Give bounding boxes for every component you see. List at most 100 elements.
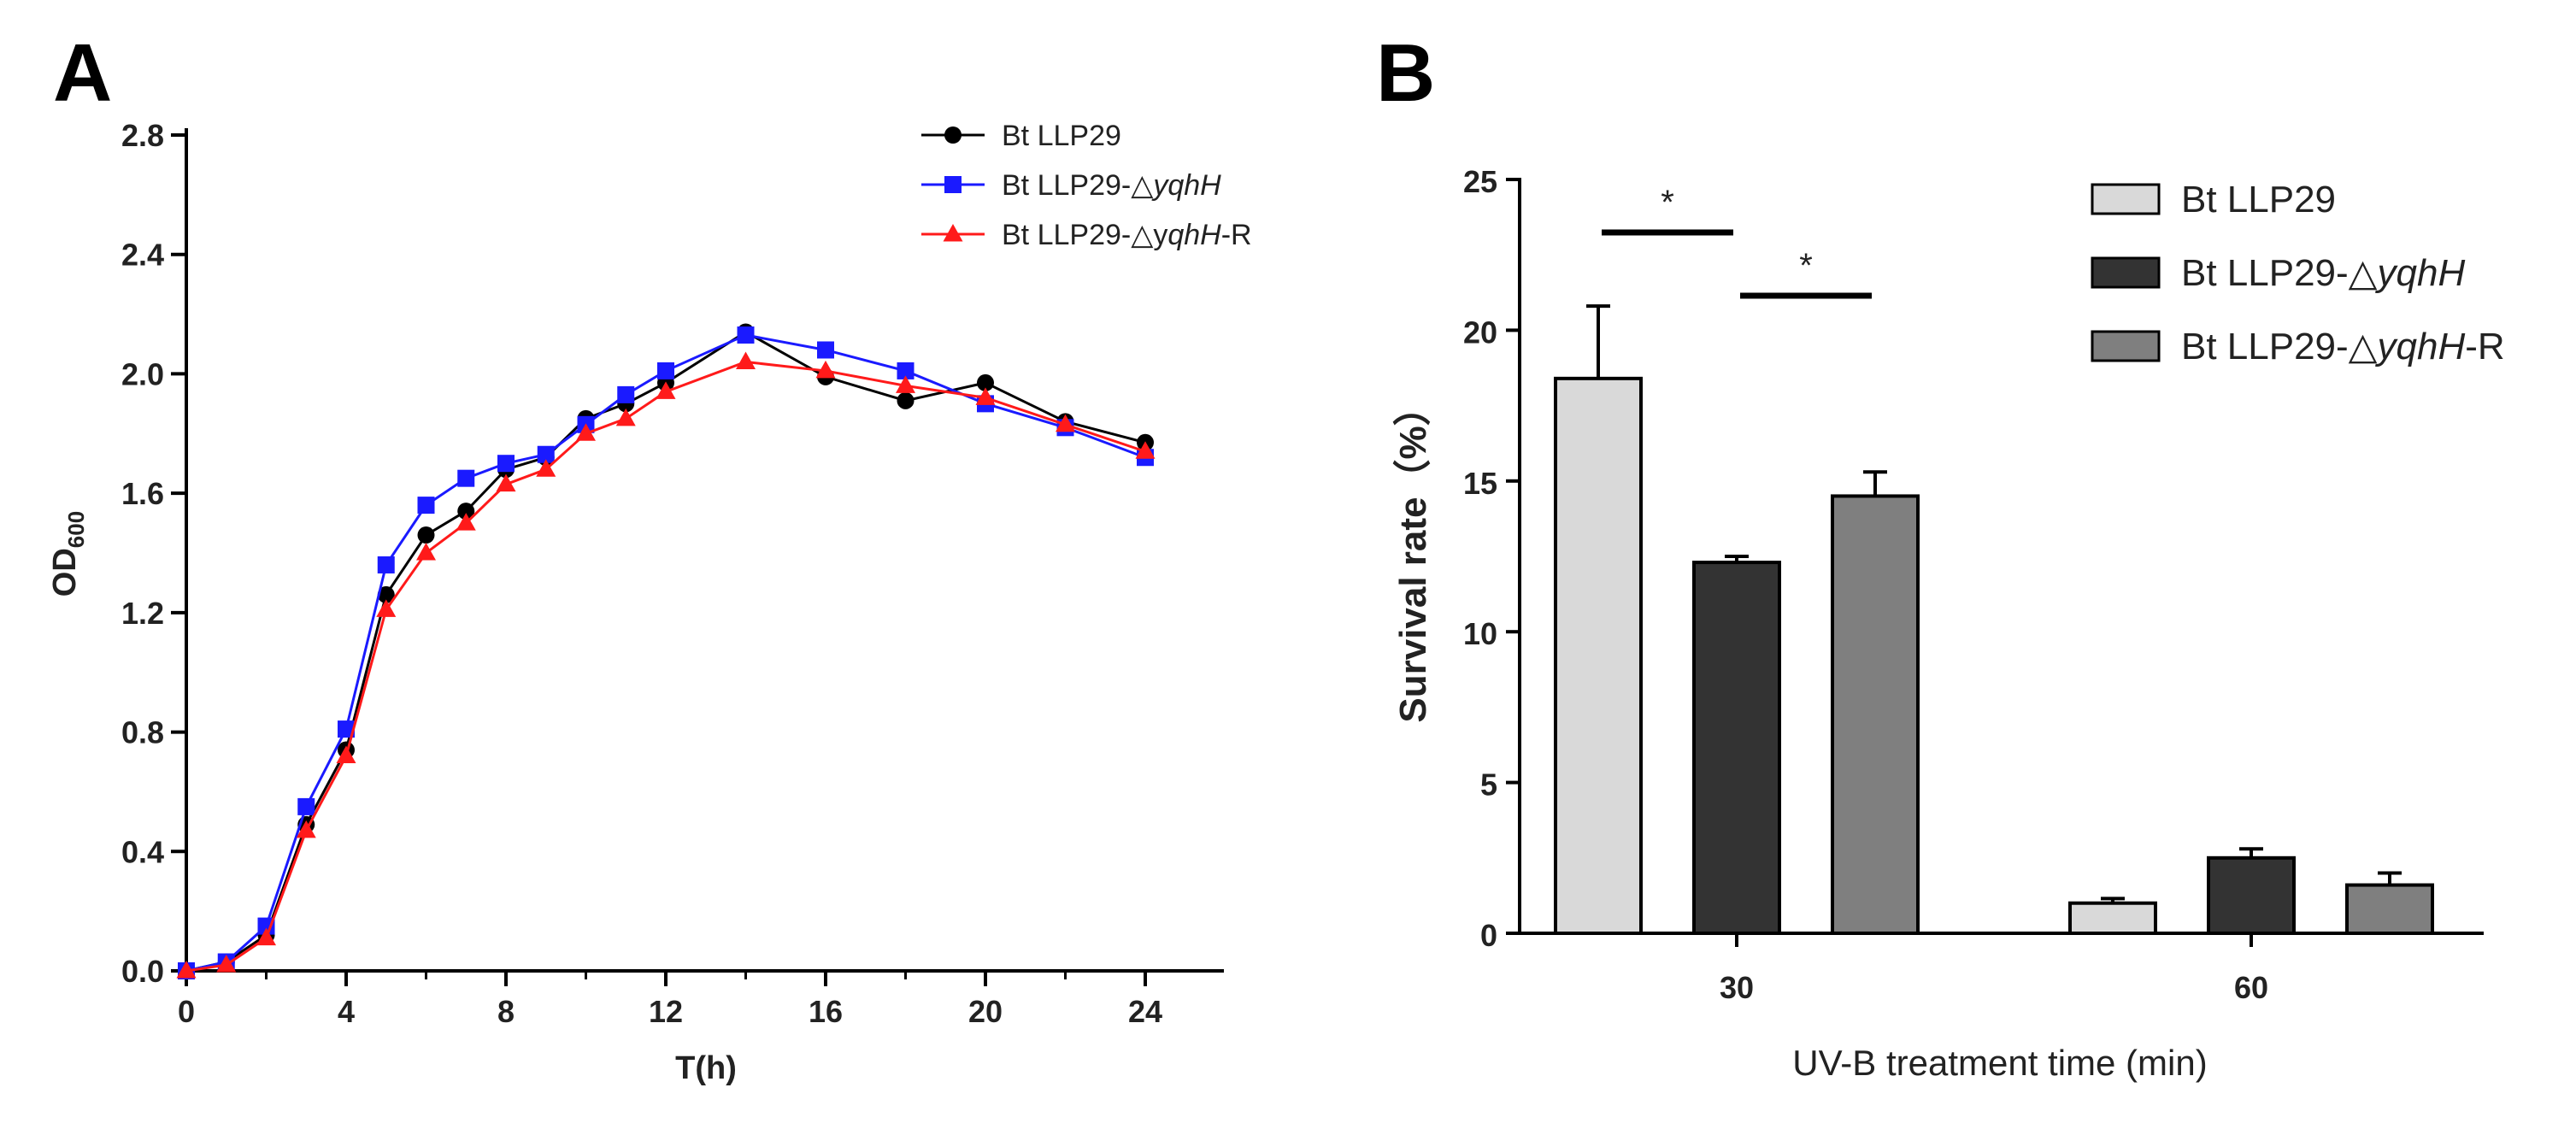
legend-label-bt-llp29-yqhh-part-0: Bt LLP29-△ xyxy=(1002,169,1154,202)
x-tick-label: 24 xyxy=(1128,994,1162,1029)
growth-curve-chart: 0.0 0.4 0.8 1.2 1.6 2.0 2.4 2.8 0 4 8 12 16 20 24 T(h) O… xyxy=(47,118,1252,1086)
legend-label-bt-llp29-yqhh-r: Bt LLP29-△yqhH-R xyxy=(2181,326,2505,367)
y-tick-label: 2.8 xyxy=(121,118,164,153)
legend-swatch-bt-llp29 xyxy=(2091,183,2161,215)
data-point-bt-llp29 xyxy=(897,391,915,409)
data-point-bt-llp29 xyxy=(457,503,475,520)
data-point-bt-llp29 xyxy=(977,373,994,391)
y-tick-label: 0 xyxy=(1480,918,1497,953)
y-axis-title: Survival rate（%） xyxy=(1392,388,1434,722)
data-point-bt-llp29-yqhh xyxy=(377,556,395,573)
data-point-bt-llp29-yqhh-r xyxy=(815,360,836,379)
x-tick-label: 30 xyxy=(1720,970,1754,1005)
legend-label-bt-llp29-yqhh-part-0: Bt LLP29-△ xyxy=(2181,252,2378,294)
x-tick-label: 8 xyxy=(497,994,515,1029)
y-axis-title-subscript: 600 xyxy=(63,511,89,548)
data-point-bt-llp29-yqhh-r xyxy=(336,745,356,764)
data-point-bt-llp29-yqhh xyxy=(537,445,555,463)
y-tick-label: 20 xyxy=(1463,315,1497,350)
data-point-bt-llp29-yqhh-r xyxy=(576,423,596,441)
data-point-bt-llp29-yqhh-r xyxy=(256,927,276,946)
panel-a-letter: A xyxy=(53,27,112,119)
data-point-bt-llp29-yqhh-r xyxy=(296,820,316,838)
data-point-bt-llp29-yqhh xyxy=(817,341,834,359)
y-tick-label: 15 xyxy=(1463,466,1497,501)
bar-bt-llp29-30 xyxy=(1554,376,1643,935)
data-point-bt-llp29-yqhh-r xyxy=(615,408,636,426)
significance-star: * xyxy=(1661,184,1674,221)
data-point-bt-llp29-yqhh-r xyxy=(176,961,197,979)
y-tick-label: 0.4 xyxy=(121,834,164,869)
data-point-bt-llp29-yqhh xyxy=(297,797,315,815)
legend-label-bt-llp29-yqhh-part-1: yqhH xyxy=(1151,169,1221,202)
y-tick-label: 0.0 xyxy=(121,954,164,989)
data-point-bt-llp29-yqhh-r xyxy=(896,375,915,393)
survival-rate-chart: 0 5 10 15 20 25 30 60 * * UV-B treatment time (min… xyxy=(1392,164,2505,1083)
x-tick-label: 20 xyxy=(968,994,1003,1029)
legend-label-bt-llp29-yqhh: Bt LLP29-△yqhH xyxy=(2181,252,2465,294)
data-point-bt-llp29-yqhh xyxy=(497,455,515,473)
y-tick-label: 25 xyxy=(1463,164,1497,199)
legend-label-bt-llp29-yqhh-r: Bt LLP29-△yqhH-R xyxy=(1002,219,1252,251)
y-tick-label: 0.8 xyxy=(121,715,164,750)
y-tick-label: 1.2 xyxy=(121,596,164,631)
x-tick-label: 0 xyxy=(178,994,195,1029)
legend-label-bt-llp29-yqhh-r-part-1: yqhH xyxy=(2375,326,2466,367)
bar-bt-llp29-yqhh-r-30 xyxy=(1831,494,1920,935)
x-axis-title: UV-B treatment time (min) xyxy=(1792,1043,2207,1083)
bar-bt-llp29-yqhh-r-60 xyxy=(2345,883,2434,936)
legend-label-bt-llp29-yqhh-r-part-2: -R xyxy=(1221,219,1252,251)
legend-label-bt-llp29-yqhh: Bt LLP29-△yqhH xyxy=(1002,169,1221,202)
data-point-bt-llp29-yqhh-r xyxy=(376,599,397,617)
legend-swatch-bt-llp29-yqhh-r xyxy=(2091,330,2161,362)
data-point-bt-llp29-yqhh-r xyxy=(416,543,436,561)
data-point-bt-llp29-yqhh xyxy=(257,917,275,935)
series-line-bt-llp29 xyxy=(185,330,1146,973)
bar-bt-llp29-60 xyxy=(2068,901,2157,935)
data-point-bt-llp29-yqhh-r xyxy=(1135,441,1156,459)
data-point-bt-llp29-yqhh-r xyxy=(216,955,237,973)
y-tick-label: 1.6 xyxy=(121,476,164,511)
x-tick-label: 16 xyxy=(809,994,843,1029)
bar-bt-llp29-yqhh-30 xyxy=(1692,561,1781,936)
data-point-bt-llp29-yqhh-r xyxy=(536,459,556,477)
y-axis-title: OD600 xyxy=(47,511,89,597)
legend-label-bt-llp29: Bt LLP29 xyxy=(1002,120,1121,152)
legend-marker-bt-llp29-yqhh-r xyxy=(943,224,963,242)
legend-label-bt-llp29-yqhh-r-part-1: qhH xyxy=(1167,219,1221,251)
legend-marker-bt-llp29 xyxy=(944,126,962,144)
data-point-bt-llp29-yqhh-r xyxy=(656,381,676,399)
y-axis-title-main: OD xyxy=(47,548,83,597)
x-tick-label: 4 xyxy=(338,994,355,1029)
data-point-bt-llp29-yqhh-r xyxy=(496,473,516,492)
y-tick-label: 5 xyxy=(1480,767,1497,803)
panel-b-letter: B xyxy=(1376,27,1435,119)
data-point-bt-llp29-yqhh xyxy=(737,326,755,344)
bar-bt-llp29-yqhh-60 xyxy=(2207,855,2296,935)
legend-label-bt-llp29-part-0: Bt LLP29 xyxy=(1002,120,1121,152)
data-point-bt-llp29 xyxy=(377,585,395,603)
series-line-bt-llp29-yqhh xyxy=(185,333,1146,973)
y-tick-label: 2.4 xyxy=(121,238,164,273)
legend-label-bt-llp29: Bt LLP29 xyxy=(2181,179,2336,220)
x-tick-label: 60 xyxy=(2234,970,2268,1005)
legend-marker-bt-llp29-yqhh xyxy=(944,176,962,193)
data-point-bt-llp29-yqhh xyxy=(457,469,475,487)
series-line-bt-llp29-yqhh-r xyxy=(185,360,1146,973)
legend-label-bt-llp29-yqhh-part-1: yqhH xyxy=(2375,252,2466,294)
data-point-bt-llp29-yqhh xyxy=(417,497,435,514)
data-point-bt-llp29-yqhh xyxy=(338,720,355,738)
y-tick-label: 2.0 xyxy=(121,356,164,391)
legend-label-bt-llp29-yqhh-r-part-0: Bt LLP29-△ xyxy=(2181,326,2378,367)
legend-label-bt-llp29-yqhh-r-part-0: Bt LLP29-△y xyxy=(1002,219,1167,251)
y-tick-label: 10 xyxy=(1463,616,1497,651)
data-point-bt-llp29-yqhh-r xyxy=(736,351,756,369)
data-point-bt-llp29-yqhh-r xyxy=(456,513,476,531)
significance-star: * xyxy=(1799,247,1813,285)
legend-label-bt-llp29-yqhh-r-part-2: -R xyxy=(2465,326,2504,367)
data-point-bt-llp29-yqhh xyxy=(897,362,915,379)
data-point-bt-llp29-yqhh xyxy=(617,385,635,403)
legend-swatch-bt-llp29-yqhh xyxy=(2091,256,2161,289)
data-point-bt-llp29-yqhh xyxy=(657,362,674,379)
